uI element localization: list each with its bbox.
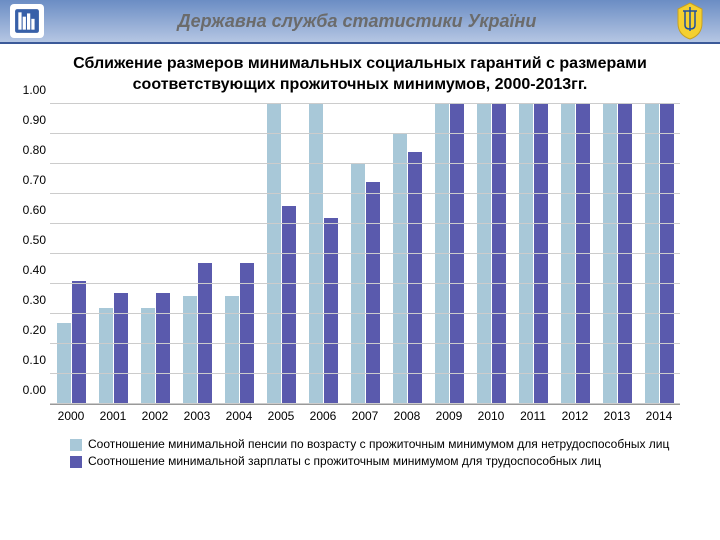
bar — [561, 104, 575, 404]
grid-line — [50, 253, 680, 254]
bar — [99, 308, 113, 404]
bar — [141, 308, 155, 404]
grid-line — [50, 313, 680, 314]
bar — [618, 104, 632, 404]
x-tick-label: 2010 — [470, 409, 512, 423]
x-tick-label: 2005 — [260, 409, 302, 423]
y-tick-label: 1.00 — [6, 83, 46, 97]
y-tick-label: 0.20 — [6, 323, 46, 337]
grid-line — [50, 163, 680, 164]
x-tick-label: 2004 — [218, 409, 260, 423]
bar — [393, 134, 407, 404]
x-tick-label: 2009 — [428, 409, 470, 423]
x-tick-label: 2014 — [638, 409, 680, 423]
y-tick-label: 0.00 — [6, 383, 46, 397]
y-tick-label: 0.90 — [6, 113, 46, 127]
x-tick-label: 2012 — [554, 409, 596, 423]
bar-group — [218, 104, 260, 404]
bar — [309, 104, 323, 404]
grid-line — [50, 223, 680, 224]
legend-label: Соотношение минимальной зарплаты с прожи… — [88, 454, 601, 470]
bar — [603, 104, 617, 404]
bar-group — [470, 104, 512, 404]
bar — [267, 104, 281, 404]
grid-line — [50, 193, 680, 194]
grid-line — [50, 403, 680, 404]
chart-bars — [50, 104, 680, 404]
header-title: Державна служба статистики України — [44, 11, 670, 32]
y-tick-label: 0.10 — [6, 353, 46, 367]
bar — [477, 104, 491, 404]
y-tick-label: 0.60 — [6, 203, 46, 217]
x-tick-label: 2007 — [344, 409, 386, 423]
x-axis-labels: 2000200120022003200420052006200720082009… — [50, 409, 680, 423]
bar — [435, 104, 449, 404]
grid-line — [50, 373, 680, 374]
grid-line — [50, 133, 680, 134]
grid-line — [50, 343, 680, 344]
bar-group — [134, 104, 176, 404]
legend-swatch-icon — [70, 456, 82, 468]
bar — [576, 104, 590, 404]
legend-label: Соотношение минимальной пенсии по возрас… — [88, 437, 669, 453]
bar-group — [596, 104, 638, 404]
trident-emblem-icon — [670, 1, 710, 41]
header-bar: Державна служба статистики України — [0, 0, 720, 44]
y-tick-label: 0.70 — [6, 173, 46, 187]
x-tick-label: 2001 — [92, 409, 134, 423]
bar — [492, 104, 506, 404]
legend-swatch-icon — [70, 439, 82, 451]
stats-logo-icon — [10, 4, 44, 38]
y-tick-label: 0.30 — [6, 293, 46, 307]
legend-item: Соотношение минимальной пенсии по возрас… — [70, 437, 670, 453]
chart: 0.00 0.10 0.20 0.30 0.40 0.50 0.60 0.70 0.80 0.90… — [0, 104, 720, 423]
bar — [519, 104, 533, 404]
bar-group — [386, 104, 428, 404]
x-tick-label: 2013 — [596, 409, 638, 423]
grid-line — [50, 283, 680, 284]
bar-group — [302, 104, 344, 404]
legend-item: Соотношение минимальной зарплаты с прожи… — [70, 454, 670, 470]
bar — [114, 293, 128, 404]
y-tick-label: 0.80 — [6, 143, 46, 157]
x-tick-label: 2000 — [50, 409, 92, 423]
bar — [57, 323, 71, 404]
x-tick-label: 2002 — [134, 409, 176, 423]
y-tick-label: 0.50 — [6, 233, 46, 247]
bar — [450, 104, 464, 404]
bar — [240, 263, 254, 404]
bar-group — [176, 104, 218, 404]
bar-group — [92, 104, 134, 404]
slide-title: Сближение размеров минимальных социальны… — [0, 44, 720, 104]
bar — [660, 104, 674, 404]
grid-line — [50, 103, 680, 104]
bar-group — [638, 104, 680, 404]
x-tick-label: 2008 — [386, 409, 428, 423]
chart-plot: 0.000.100.200.300.400.500.600.700.800.90… — [50, 104, 680, 405]
x-tick-label: 2006 — [302, 409, 344, 423]
y-tick-label: 0.40 — [6, 263, 46, 277]
bar — [534, 104, 548, 404]
x-tick-label: 2011 — [512, 409, 554, 423]
bar — [156, 293, 170, 404]
bar-group — [50, 104, 92, 404]
bar — [645, 104, 659, 404]
bar — [324, 218, 338, 404]
bar-group — [554, 104, 596, 404]
bar — [282, 206, 296, 404]
bar — [198, 263, 212, 404]
x-tick-label: 2003 — [176, 409, 218, 423]
bar-group — [512, 104, 554, 404]
bar-group — [260, 104, 302, 404]
bar — [408, 152, 422, 404]
bar — [366, 182, 380, 404]
bar-group — [344, 104, 386, 404]
bar-group — [428, 104, 470, 404]
bar — [351, 164, 365, 404]
chart-legend: Соотношение минимальной пенсии по возрас… — [0, 423, 720, 470]
